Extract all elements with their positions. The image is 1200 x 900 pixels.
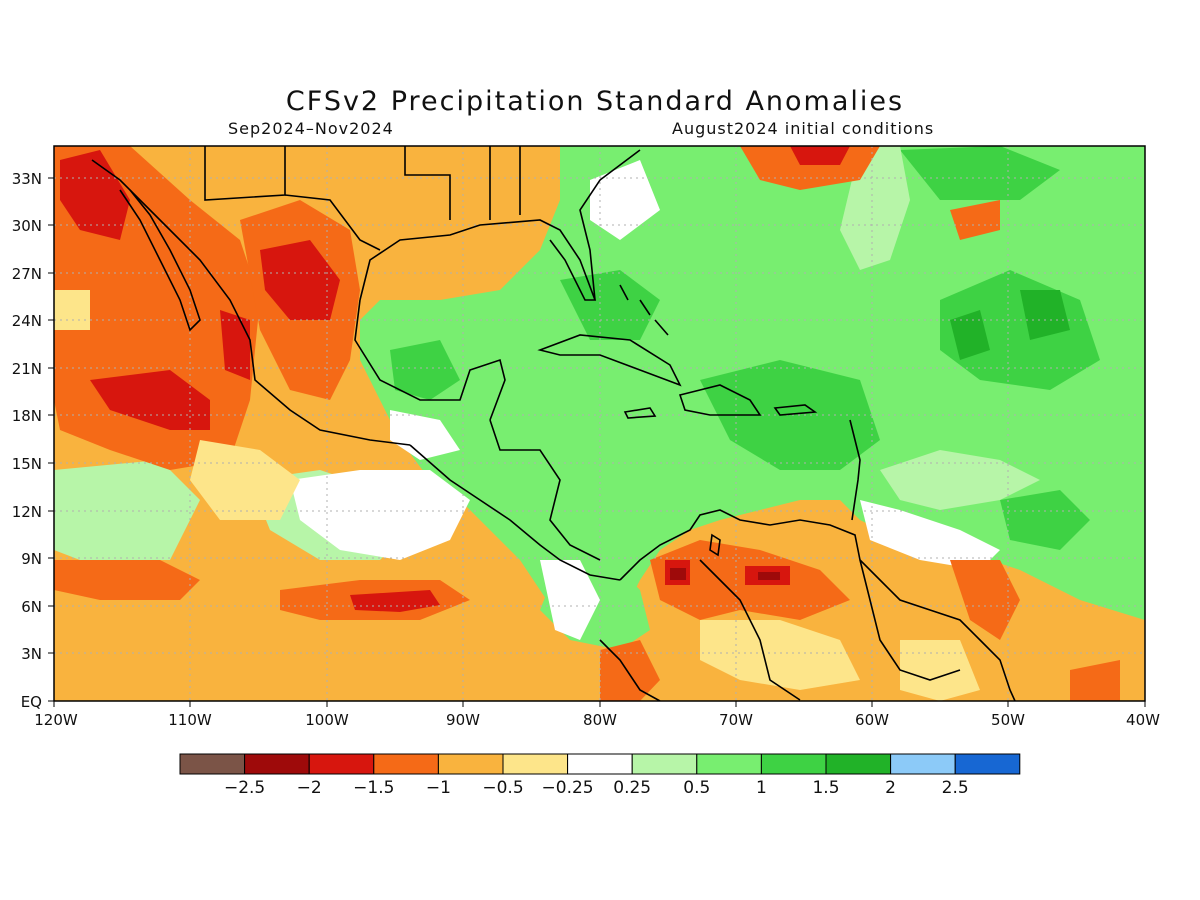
colorbar-swatch xyxy=(373,753,439,775)
colorbar-label: −1 xyxy=(426,778,451,798)
lat-label: 24N xyxy=(12,312,42,330)
lat-label: 6N xyxy=(21,598,42,616)
lon-label: 100W xyxy=(305,711,349,729)
colorbar-label: 2 xyxy=(885,778,896,798)
colorbar-swatch xyxy=(567,753,633,775)
colorbar-swatch xyxy=(890,753,956,775)
colorbar-swatch xyxy=(179,753,246,775)
colorbar-swatch xyxy=(502,753,569,775)
lon-label: 50W xyxy=(991,711,1025,729)
colorbar: −2.5 −2 −1.5 −1 −0.5 −0.25 0.25 0.5 1 1.5 2 2.5 xyxy=(179,753,1021,798)
latitude-labels: 33N 30N 27N 24N 21N 18N 15N 12N 9N 6N 3N… xyxy=(12,170,42,711)
colorbar-swatch xyxy=(437,753,504,775)
colorbar-swatch xyxy=(825,753,892,775)
colorbar-label: −2 xyxy=(297,778,322,798)
lat-label: 18N xyxy=(12,407,42,425)
initial-conditions: August2024 initial conditions xyxy=(672,119,935,138)
lon-label: 120W xyxy=(34,711,78,729)
lat-label: 9N xyxy=(21,550,42,568)
colorbar-swatch xyxy=(631,753,698,775)
colorbar-label: 2.5 xyxy=(942,778,969,798)
colorbar-label: −0.5 xyxy=(482,778,523,798)
colorbar-label: 0.5 xyxy=(683,778,710,798)
lon-label: 60W xyxy=(855,711,889,729)
lon-label: 110W xyxy=(168,711,212,729)
map-title: CFSv2 Precipitation Standard Anomalies xyxy=(285,86,905,117)
lon-label: 40W xyxy=(1126,711,1160,729)
forecast-period: Sep2024–Nov2024 xyxy=(228,119,394,138)
colorbar-label: −2.5 xyxy=(224,778,265,798)
axis-ticks xyxy=(48,177,1146,707)
colorbar-swatch xyxy=(308,753,375,775)
lat-label: 27N xyxy=(12,265,42,283)
longitude-labels: 120W 110W 100W 90W 80W 70W 60W 50W 40W xyxy=(34,711,1160,729)
lat-label: 21N xyxy=(12,360,42,378)
colorbar-label: 1 xyxy=(756,778,767,798)
colorbar-swatch xyxy=(696,753,762,775)
colorbar-swatch xyxy=(954,753,1021,775)
lon-label: 80W xyxy=(583,711,617,729)
graticule xyxy=(54,146,1145,701)
colorbar-swatch xyxy=(244,753,310,775)
lat-label: 15N xyxy=(12,455,42,473)
colorbar-swatch xyxy=(760,753,827,775)
coastlines xyxy=(91,146,1016,701)
colorbar-label: −0.25 xyxy=(542,778,594,798)
lat-label: 33N xyxy=(12,170,42,188)
lat-label: 30N xyxy=(12,217,42,235)
lat-label: 12N xyxy=(12,503,42,521)
colorbar-label: −1.5 xyxy=(353,778,394,798)
lon-label: 90W xyxy=(446,711,480,729)
anomaly-field xyxy=(54,146,1145,701)
lon-label: 70W xyxy=(719,711,753,729)
colorbar-label: 0.25 xyxy=(613,778,651,798)
lat-label: EQ xyxy=(21,693,42,711)
colorbar-label: 1.5 xyxy=(812,778,839,798)
lat-label: 3N xyxy=(21,645,42,663)
